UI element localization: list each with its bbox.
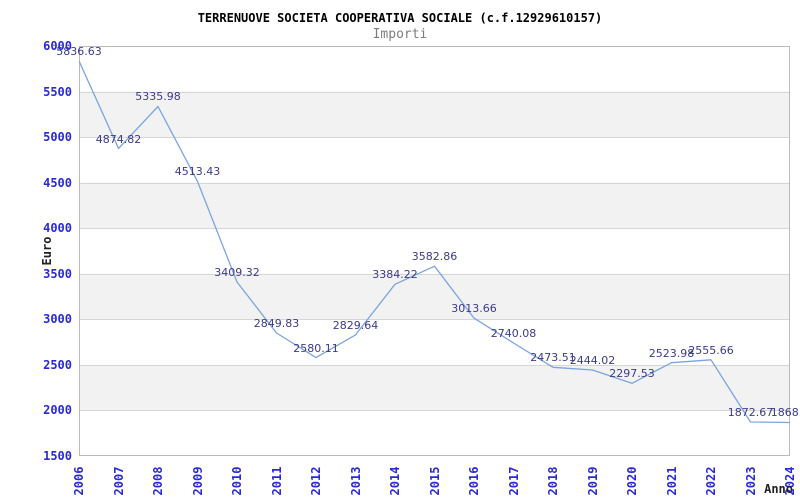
value-label: 5335.98 — [135, 90, 181, 104]
x-tick-label: 2015 — [427, 466, 442, 496]
background-band — [79, 182, 790, 229]
chart-subtitle: Importi — [372, 27, 428, 42]
x-tick-label: 2021 — [664, 466, 679, 496]
x-tick-label: 2007 — [111, 466, 126, 496]
background-band — [79, 410, 790, 456]
background-band — [79, 46, 790, 92]
x-tick-label: 2014 — [388, 466, 402, 496]
y-tick-label: 2500 — [43, 357, 72, 372]
value-label: 2580.11 — [293, 341, 339, 355]
y-tick-label: 5500 — [43, 84, 72, 99]
x-tick-label: 2012 — [309, 466, 323, 496]
x-tick-label: 2009 — [190, 466, 205, 496]
x-tick-label: 2022 — [704, 466, 718, 496]
x-tick-label: 2011 — [269, 466, 284, 496]
x-tick-label: 2019 — [585, 466, 600, 496]
value-label: 5836.63 — [56, 44, 102, 58]
value-label: 3409.32 — [214, 266, 260, 280]
plot-border — [79, 46, 790, 456]
value-label: 2523.98 — [648, 346, 695, 360]
value-label: 3384.22 — [372, 268, 418, 282]
value-label: 2740.08 — [490, 327, 537, 340]
value-label: 4874.82 — [95, 132, 142, 146]
x-tick-label: 2006 — [72, 466, 86, 496]
x-tick-label: 2008 — [151, 466, 165, 496]
background-band — [79, 273, 790, 320]
y-tick-label: 1500 — [43, 449, 72, 463]
value-label: 2297.53 — [609, 367, 655, 381]
y-tick-label: 3000 — [43, 312, 72, 327]
chart-title: TERRENUOVE SOCIETA COOPERATIVA SOCIALE (… — [197, 11, 603, 25]
value-label: 2829.64 — [332, 318, 379, 332]
x-axis-title: Anno — [764, 482, 793, 496]
x-tick-label: 2010 — [230, 466, 244, 496]
y-tick-label: 4000 — [43, 221, 72, 236]
value-label: 2849.83 — [253, 317, 300, 330]
value-label: 1872.67 — [727, 406, 774, 420]
data-line-importi — [79, 60, 790, 424]
x-tick-label: 2017 — [506, 466, 521, 496]
x-tick-label: 2013 — [348, 466, 363, 496]
value-label: 3013.66 — [451, 302, 497, 316]
y-tick-label: 3500 — [43, 266, 72, 281]
x-tick-label: 2018 — [546, 466, 560, 496]
background-band — [79, 137, 790, 183]
y-tick-label: 5000 — [43, 130, 72, 145]
background-band — [79, 319, 790, 365]
x-tick-label: 2020 — [625, 466, 639, 496]
x-tick-label: 2016 — [467, 466, 481, 496]
background-band — [79, 364, 790, 411]
value-label: 2444.02 — [569, 353, 616, 367]
y-axis-title: Euro — [40, 236, 54, 266]
value-label: 3582.86 — [411, 250, 458, 264]
value-label: 1868.2 — [770, 406, 800, 420]
plot-area — [79, 46, 790, 456]
y-tick-label: 2000 — [43, 403, 72, 418]
y-tick-label: 6000 — [43, 39, 72, 53]
value-label: 4513.43 — [174, 165, 221, 179]
y-tick-label: 4500 — [43, 175, 72, 190]
value-label: 2555.66 — [688, 343, 734, 357]
value-label: 2473.51 — [530, 351, 576, 365]
background-band — [79, 91, 790, 138]
